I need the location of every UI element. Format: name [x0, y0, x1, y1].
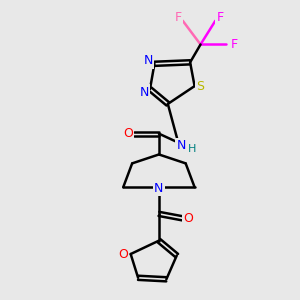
Text: O: O	[118, 248, 128, 260]
Text: N: N	[140, 85, 149, 98]
Text: N: N	[176, 139, 186, 152]
Text: S: S	[196, 80, 205, 93]
Text: F: F	[216, 11, 224, 24]
Text: N: N	[144, 54, 153, 67]
Text: O: O	[123, 127, 133, 140]
Text: H: H	[188, 144, 196, 154]
Text: N: N	[154, 182, 164, 195]
Text: O: O	[184, 212, 194, 225]
Text: F: F	[175, 11, 182, 24]
Text: F: F	[231, 38, 238, 51]
